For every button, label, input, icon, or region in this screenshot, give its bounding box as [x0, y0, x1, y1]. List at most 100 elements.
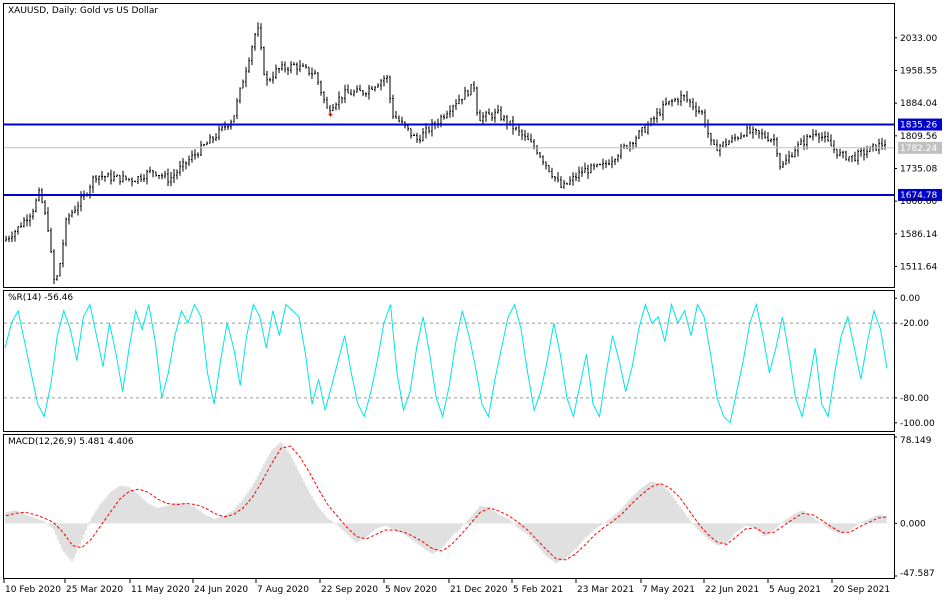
price-bar: [113, 171, 115, 182]
price-bar: [23, 217, 25, 228]
price-bar: [209, 134, 211, 144]
price-bar: [776, 136, 778, 158]
price-bar: [173, 169, 175, 184]
price-bar: [227, 125, 229, 130]
price-bar: [218, 125, 220, 141]
price-bar: [380, 78, 382, 91]
time-tick-label: 5 Feb 2021: [513, 585, 563, 595]
price-panel[interactable]: [3, 3, 895, 288]
last-price-label: 1782.24: [900, 144, 937, 154]
price-bar: [35, 198, 37, 213]
price-bar: [752, 126, 754, 139]
price-bar: [815, 129, 817, 137]
price-bar: [569, 176, 571, 186]
price-bar: [827, 131, 829, 142]
price-bar: [323, 91, 325, 104]
price-bar: [773, 133, 775, 146]
price-bar: [29, 213, 31, 227]
price-bar: [389, 75, 391, 104]
price-bar: [692, 97, 694, 111]
price-bar: [26, 214, 28, 227]
price-bar: [557, 172, 559, 183]
last-price-tag: [898, 141, 942, 154]
price-bar: [536, 144, 538, 155]
price-bar: [701, 109, 703, 116]
price-bar: [386, 74, 388, 84]
price-bar: [182, 158, 184, 172]
time-tick-label: 22 Sep 2020: [321, 585, 378, 595]
price-bar: [644, 125, 646, 133]
price-bar: [68, 213, 70, 225]
price-bar: [497, 104, 499, 114]
price-bar: [257, 22, 259, 37]
price-bar: [371, 85, 373, 91]
macd-tick-label: -47.587: [900, 569, 935, 579]
time-tick-label: 25 Mar 2020: [66, 585, 123, 595]
price-bar: [800, 138, 802, 145]
price-bar: [530, 133, 532, 143]
price-bar: [464, 86, 466, 100]
macd-tick-label: 0.000: [900, 519, 926, 529]
price-bar: [620, 143, 622, 160]
macd-panel[interactable]: [3, 434, 895, 579]
price-bar: [500, 106, 502, 122]
price-bar: [746, 125, 748, 137]
price-bar: [578, 166, 580, 183]
price-bar: [362, 89, 364, 96]
time-tick-label: 24 Jun 2020: [194, 585, 248, 595]
price-bar: [596, 163, 598, 168]
price-bar: [542, 155, 544, 166]
price-bar: [287, 66, 289, 76]
price-bar: [743, 134, 745, 138]
price-bar: [92, 175, 94, 193]
price-bar: [836, 148, 838, 159]
time-axis: 10 Feb 2020 25 Mar 2020 11 May 2020 24 Jun …: [3, 579, 890, 595]
price-bar: [419, 134, 421, 144]
price-bar: [731, 135, 733, 144]
right-price-axis: 1835.26 1674.78 1782.24 2033.00 1958.55 1884.…: [894, 34, 942, 579]
price-bar: [77, 201, 79, 216]
price-bar: [710, 132, 712, 146]
price-bar: [65, 217, 67, 247]
price-bar: [713, 139, 715, 146]
price-bar: [329, 104, 331, 114]
price-bar: [614, 158, 616, 166]
price-bar: [518, 124, 520, 137]
price-bar: [62, 239, 64, 268]
price-bar: [485, 110, 487, 122]
price-bar: [581, 166, 583, 177]
resistance-price-label: 1835.26: [900, 121, 937, 131]
williams-r-panel[interactable]: [3, 290, 895, 432]
price-bar: [161, 173, 163, 180]
price-bar: [332, 103, 334, 112]
price-bar: [602, 158, 604, 170]
price-bar: [125, 175, 127, 181]
price-bar: [44, 200, 46, 216]
price-bar: [248, 57, 250, 73]
price-tick-label: 1958.55: [900, 66, 937, 76]
time-tick-label: 7 Aug 2020: [257, 585, 309, 595]
price-bar: [377, 83, 379, 88]
price-bar: [32, 208, 34, 220]
price-bar: [359, 84, 361, 92]
macd-tick-label: 78.149: [900, 436, 932, 446]
price-bar: [8, 235, 10, 243]
price-bar: [539, 152, 541, 158]
price-bar: [179, 160, 181, 176]
price-bar: [341, 96, 343, 104]
price-bar: [725, 138, 727, 148]
price-bar: [356, 85, 358, 93]
price-tick-label: 1586.14: [900, 230, 937, 240]
price-bar: [722, 141, 724, 148]
price-bar: [233, 115, 235, 123]
wpr-tick-label: -20.00: [900, 319, 929, 329]
price-bar: [527, 132, 529, 141]
price-bar: [119, 174, 121, 185]
macd-histogram: [5, 442, 889, 564]
price-bar: [671, 98, 673, 107]
price-bar: [284, 61, 286, 73]
price-bar: [782, 160, 784, 169]
price-bar: [584, 162, 586, 173]
resistance-price-tag: [898, 118, 942, 131]
